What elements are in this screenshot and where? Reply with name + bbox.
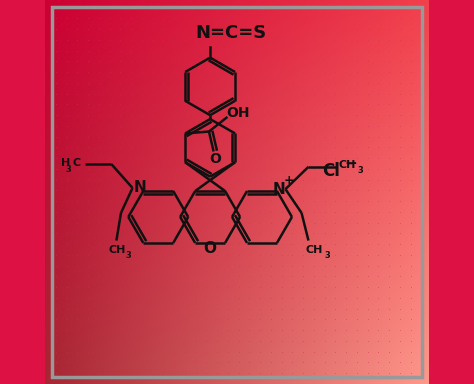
Text: +: + (284, 174, 294, 187)
Text: −: − (344, 156, 356, 171)
Text: OH: OH (227, 106, 250, 120)
Text: N=C=S: N=C=S (196, 25, 267, 42)
Text: 3: 3 (357, 166, 363, 175)
Text: O: O (204, 241, 217, 256)
Text: N: N (134, 180, 146, 195)
Text: H: H (61, 158, 70, 168)
Text: C: C (72, 158, 80, 168)
Text: CH: CH (338, 160, 356, 170)
Text: CH: CH (306, 245, 323, 255)
Text: CH: CH (109, 245, 126, 255)
Text: O: O (210, 152, 221, 166)
Text: 3: 3 (125, 251, 131, 260)
Text: 3: 3 (65, 165, 71, 174)
Text: N: N (273, 182, 285, 197)
Text: 3: 3 (324, 251, 330, 260)
Text: Cl: Cl (322, 162, 340, 180)
